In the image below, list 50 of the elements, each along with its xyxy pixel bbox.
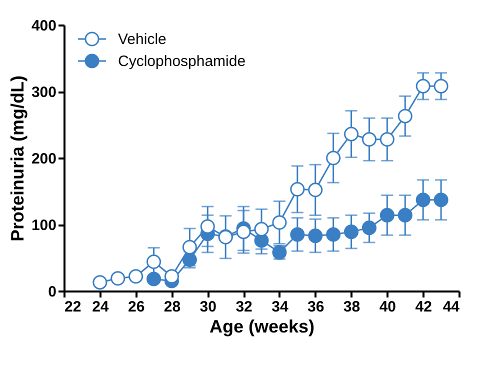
point [254, 222, 269, 236]
point [398, 208, 412, 222]
point [326, 150, 341, 166]
point [416, 192, 430, 208]
point [416, 78, 430, 94]
point [146, 254, 162, 269]
point [362, 132, 376, 147]
point [380, 208, 394, 222]
point [434, 192, 448, 208]
point [236, 224, 251, 240]
point [182, 240, 197, 254]
y-tick-label: 0 [48, 284, 56, 300]
x-tick-label: 40 [379, 298, 396, 316]
point [344, 126, 359, 142]
legend-label: Vehicle [118, 31, 166, 48]
x-tick-label: 38 [343, 298, 360, 316]
y-tick-label: 100 [31, 217, 56, 234]
x-tick-label: 42 [415, 298, 432, 316]
point [128, 269, 144, 284]
point [434, 78, 448, 94]
point [146, 272, 162, 286]
point [92, 275, 108, 290]
y-axis-title: Proteinuria (mg/dL) [7, 75, 28, 242]
x-tick-label: 28 [164, 298, 181, 316]
x-tick-label: 34 [272, 298, 289, 316]
point [200, 219, 215, 234]
point [380, 132, 394, 147]
x-axis-title: Age (weeks) [209, 316, 315, 336]
point [326, 227, 341, 242]
x-tick-label: 32 [236, 298, 252, 316]
point [344, 224, 359, 240]
legend-label: Cyclophosphamide [118, 53, 246, 70]
point [164, 269, 179, 284]
point [290, 182, 305, 197]
point [398, 108, 412, 124]
point [290, 227, 305, 242]
point [110, 271, 126, 286]
x-tick-label: 30 [200, 298, 216, 316]
point [308, 228, 323, 244]
point [308, 182, 323, 198]
y-tick-label: 200 [31, 150, 56, 168]
point [272, 215, 287, 230]
x-tick-label: 22 [64, 298, 82, 316]
y-tick-label: 400 [31, 18, 56, 34]
x-tick-label: 44 [442, 298, 460, 316]
x-tick-label: 24 [92, 298, 110, 316]
x-tick-label: 36 [308, 298, 324, 316]
point [362, 220, 376, 236]
x-tick-label: 26 [128, 298, 145, 316]
y-tick-label: 300 [31, 84, 56, 101]
